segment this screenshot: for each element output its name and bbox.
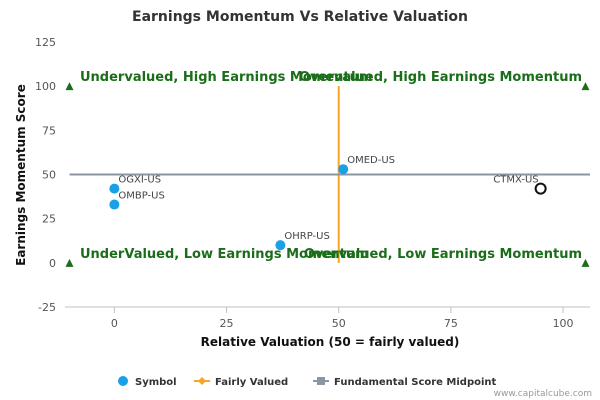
legend-item-label: Fundamental Score Midpoint (334, 377, 497, 388)
quadrant-labels: Undervalued, High Earnings Momentum Over… (80, 70, 582, 262)
data-point-label: OMED-US (347, 155, 395, 166)
corner-marker (581, 258, 590, 267)
x-axis-label: Relative Valuation (50 = fairly valued) (201, 335, 460, 349)
corner-marker (581, 82, 590, 91)
legend-square-icon (317, 377, 325, 385)
y-tick-label: -25 (38, 301, 56, 314)
data-point-label: CTMX-US (493, 175, 538, 186)
credit-text: www.capitalcube.com (494, 389, 592, 399)
data-point-label: OMBP-US (118, 191, 164, 202)
quadrant-top-right: Overvalued, High Earnings Momentum (299, 70, 582, 85)
data-point-label: OGXI-US (118, 175, 161, 186)
data-point (109, 183, 120, 194)
legend-symbol-icon (118, 376, 128, 386)
data-point (109, 199, 120, 210)
data-point-label: OHRP-US (284, 231, 329, 242)
chart-title: Earnings Momentum Vs Relative Valuation (132, 9, 468, 25)
y-tick-label: 50 (42, 169, 56, 182)
x-tick-label: 50 (332, 317, 346, 330)
legend-item-label: Symbol (135, 377, 177, 388)
legend-diamond-icon (198, 377, 206, 385)
x-tick-label: 75 (444, 317, 458, 330)
y-axis-ticks: -25 0 25 50 75 100 125 (35, 36, 56, 314)
corner-markers (65, 82, 590, 267)
quadrant-bottom-right: Overvalued, Low Earnings Momentum (304, 247, 582, 262)
y-axis-label: Earnings Momentum Score (14, 84, 28, 266)
y-tick-label: 25 (42, 213, 56, 226)
x-tick-label: 25 (220, 317, 234, 330)
legend: Symbol Fairly Valued Fundamental Score Mid… (118, 376, 497, 388)
x-axis-ticks: 0 25 50 75 100 (111, 307, 574, 330)
data-point (275, 240, 286, 251)
data-point (534, 182, 547, 195)
data-points: OGXI-US OMBP-US OHRP-US OMED-US CTMX-US (109, 155, 547, 251)
quadrant-top-left: Undervalued, High Earnings Momentum (80, 70, 372, 85)
corner-marker (65, 258, 74, 267)
corner-marker (65, 82, 74, 91)
y-tick-label: 100 (35, 80, 56, 93)
data-point (338, 164, 349, 175)
x-tick-label: 100 (553, 317, 574, 330)
y-tick-label: 0 (49, 257, 56, 270)
y-tick-label: 125 (35, 36, 56, 49)
quadrant-bottom-left: UnderValued, Low Earnings Momentum (80, 247, 369, 262)
legend-item-label: Fairly Valued (215, 377, 288, 388)
y-tick-label: 75 (42, 124, 56, 137)
x-tick-label: 0 (111, 317, 118, 330)
